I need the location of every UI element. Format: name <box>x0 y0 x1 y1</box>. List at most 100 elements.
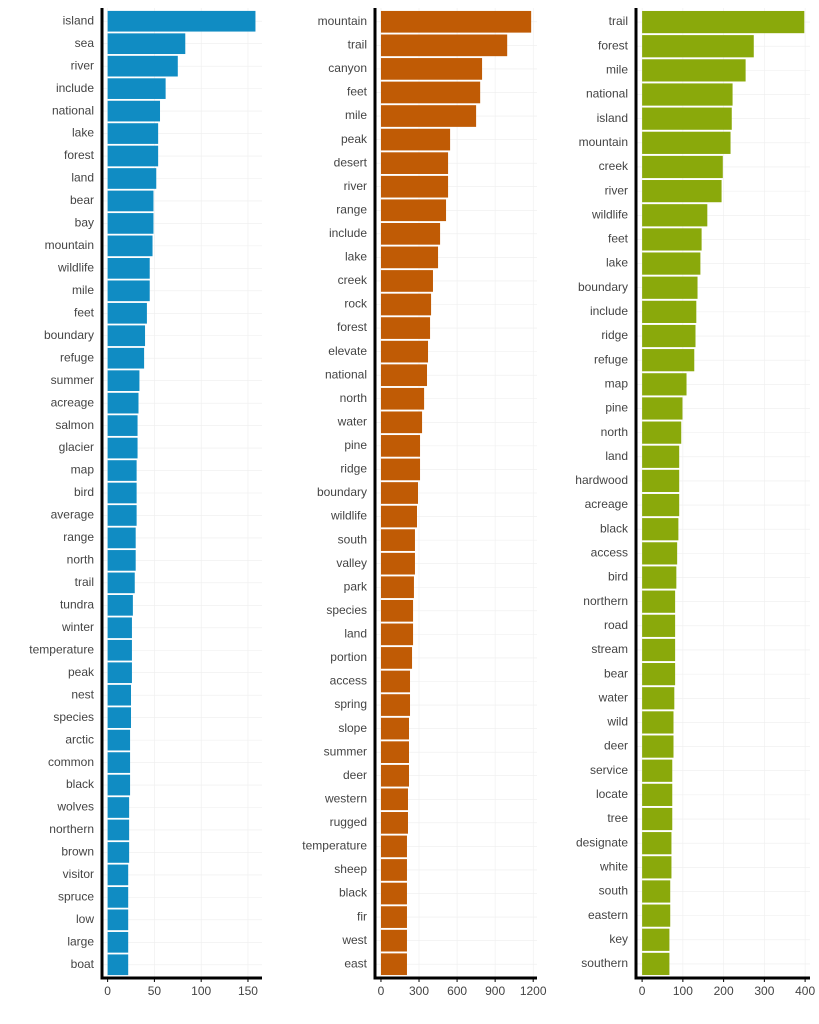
bar <box>642 324 696 348</box>
y-tick-label: boundary <box>578 280 628 294</box>
bar <box>642 59 746 82</box>
y-tick-label: bear <box>604 666 628 680</box>
y-tick-label: water <box>337 414 367 428</box>
bar <box>380 859 407 881</box>
bar <box>107 370 140 392</box>
bar <box>107 707 132 728</box>
bar <box>107 594 133 616</box>
bar <box>107 684 132 706</box>
bar <box>642 687 675 710</box>
bar <box>642 155 723 179</box>
bar <box>642 542 678 565</box>
bar <box>642 880 671 903</box>
bar <box>380 741 409 764</box>
x-tick-label: 400 <box>795 984 815 998</box>
bar <box>107 482 137 504</box>
bar <box>642 566 677 589</box>
y-tick-label: northern <box>49 822 94 836</box>
y-tick-label: lake <box>345 250 367 264</box>
bar <box>642 783 673 806</box>
y-tick-label: eastern <box>588 908 628 922</box>
bar <box>107 550 136 571</box>
y-tick-label: south <box>338 532 367 546</box>
y-tick-label: wildlife <box>591 207 628 221</box>
bar <box>107 437 138 459</box>
y-tick-label: brown <box>61 845 94 859</box>
bar <box>380 505 417 528</box>
bar <box>380 906 407 928</box>
bar <box>107 235 153 257</box>
bar <box>642 469 680 493</box>
bar <box>642 276 698 299</box>
bar <box>107 752 131 773</box>
bar <box>107 842 130 863</box>
bar <box>380 576 414 599</box>
y-tick-label: tundra <box>60 597 94 611</box>
x-tick-label: 600 <box>447 984 467 998</box>
bar <box>642 518 679 541</box>
bar <box>107 123 159 144</box>
y-tick-label: tree <box>607 811 628 825</box>
y-tick-label: creek <box>599 159 629 173</box>
bar <box>642 180 722 203</box>
y-tick-label: boat <box>71 957 95 971</box>
y-tick-label: island <box>597 111 628 125</box>
bar <box>107 954 129 976</box>
y-tick-label: service <box>590 763 628 777</box>
bar <box>380 694 411 716</box>
bar <box>642 397 683 420</box>
bar <box>380 458 421 481</box>
y-tick-label: forest <box>337 320 368 334</box>
bar <box>107 168 157 189</box>
y-tick-label: trail <box>348 38 367 52</box>
y-tick-label: access <box>330 674 367 688</box>
bar <box>107 617 132 639</box>
bar <box>107 55 178 77</box>
y-tick-label: canyon <box>328 61 367 75</box>
y-tick-label: valley <box>336 556 367 570</box>
bar <box>380 152 449 174</box>
y-tick-label: desert <box>334 155 368 169</box>
y-tick-label: island <box>63 13 94 27</box>
y-tick-label: south <box>599 884 628 898</box>
bar <box>642 10 805 34</box>
y-tick-label: species <box>53 710 94 724</box>
bar <box>380 270 433 292</box>
y-tick-label: bird <box>74 485 94 499</box>
bar <box>380 246 439 269</box>
bar <box>380 199 447 222</box>
y-tick-label: summer <box>324 744 367 758</box>
y-tick-label: refuge <box>594 352 628 366</box>
y-tick-label: slope <box>338 721 367 735</box>
bar <box>642 904 671 927</box>
y-tick-label: wolves <box>56 800 94 814</box>
y-tick-label: western <box>324 791 367 805</box>
y-tick-label: include <box>329 226 367 240</box>
bar <box>107 774 131 796</box>
y-tick-label: fir <box>357 909 367 923</box>
bar <box>107 662 132 684</box>
x-tick-label: 50 <box>148 984 162 998</box>
bar <box>380 58 483 80</box>
y-tick-label: salmon <box>55 418 94 432</box>
y-tick-label: temperature <box>29 642 94 656</box>
y-tick-label: forest <box>598 38 629 52</box>
y-tick-label: include <box>590 304 628 318</box>
y-tick-label: mountain <box>318 14 367 28</box>
bar <box>107 527 136 549</box>
y-tick-label: elevate <box>328 344 367 358</box>
y-tick-label: nest <box>71 687 94 701</box>
y-tick-label: deer <box>604 739 628 753</box>
y-tick-label: land <box>344 627 367 641</box>
y-tick-label: deer <box>343 768 367 782</box>
y-tick-label: sheep <box>334 862 367 876</box>
bar <box>380 10 532 33</box>
bar <box>642 663 676 686</box>
bar <box>107 931 129 953</box>
y-tick-label: summer <box>51 373 94 387</box>
y-tick-label: boundary <box>317 485 367 499</box>
y-tick-label: national <box>586 87 628 101</box>
bar <box>380 599 414 622</box>
bar <box>642 131 731 154</box>
bar <box>380 929 407 952</box>
